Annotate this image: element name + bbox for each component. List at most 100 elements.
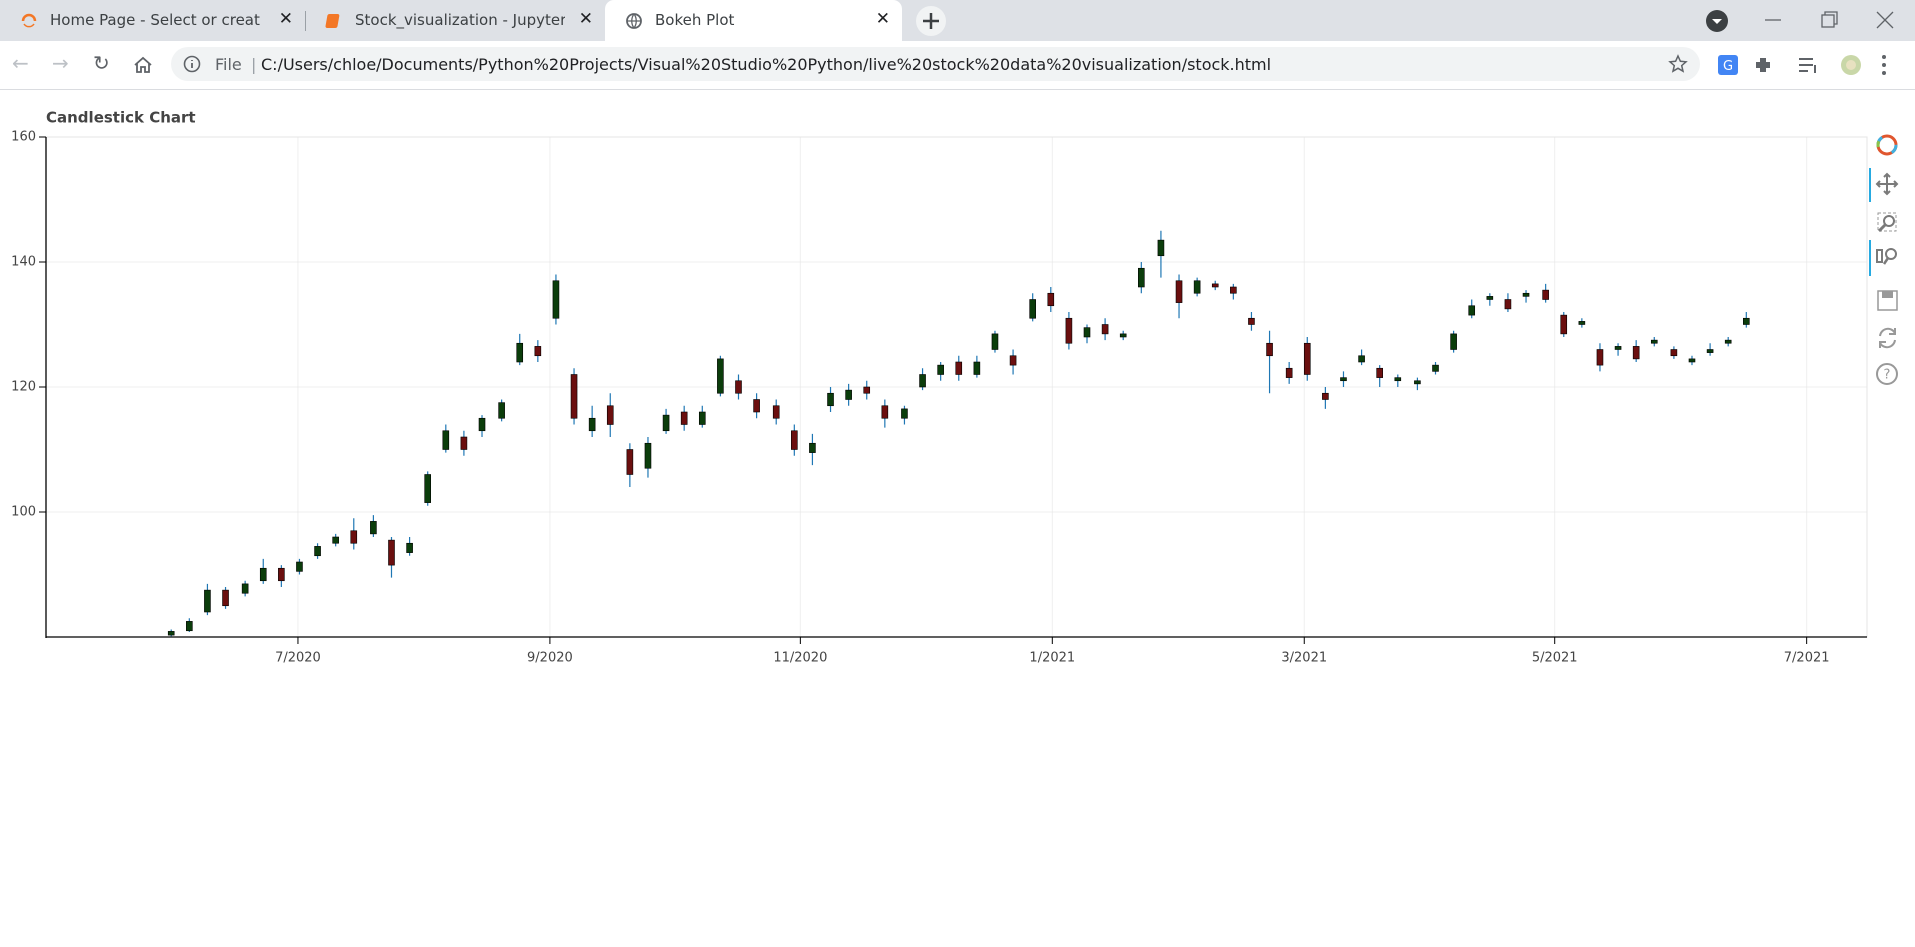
divider: | — [251, 55, 257, 74]
tab-icon — [626, 13, 642, 29]
x-tick-label: 9/2020 — [527, 651, 573, 666]
candle-body — [516, 342, 524, 363]
candle-body — [901, 408, 908, 419]
candle-body — [1578, 321, 1586, 325]
candle-body — [644, 442, 652, 469]
x-tick-label: 7/2021 — [1784, 651, 1830, 666]
reload-button[interactable]: ↻ — [93, 51, 110, 75]
help-tool[interactable]: ? — [1876, 363, 1898, 385]
tab-icon — [21, 13, 37, 28]
save-tool[interactable] — [1877, 290, 1898, 311]
candle-body — [186, 621, 193, 632]
candle-body — [167, 631, 175, 636]
candle-body — [1248, 317, 1255, 325]
omnibox[interactable]: File | C:/Users/chloe/Documents/Python%2… — [171, 47, 1700, 81]
candle-body — [278, 567, 285, 582]
candle-body — [1047, 292, 1055, 307]
candle-body — [332, 536, 339, 544]
candle-body — [552, 280, 560, 319]
candle-body — [881, 405, 889, 419]
tab[interactable]: Stock_visualization - Jupyter Not ✕ — [305, 0, 605, 41]
tab-close[interactable]: ✕ — [278, 9, 293, 29]
candle-body — [1632, 346, 1640, 360]
candle-body — [1175, 280, 1183, 303]
toolbar: ? — [1869, 134, 1899, 385]
box-zoom-tool[interactable] — [1877, 212, 1897, 233]
tab-close[interactable]: ✕ — [578, 9, 593, 29]
candle-body — [772, 405, 780, 419]
candle-body — [1303, 342, 1311, 375]
candle-body — [1486, 296, 1494, 300]
candle-body — [570, 374, 578, 419]
candle-body — [1119, 333, 1127, 338]
tab-search-button[interactable] — [1705, 9, 1729, 33]
candle-body — [827, 392, 834, 407]
candle-body — [1394, 377, 1402, 382]
candle-body — [1230, 286, 1237, 294]
candle-body — [1522, 292, 1530, 297]
candle-body — [222, 589, 229, 607]
back-button[interactable]: ← — [12, 51, 29, 75]
tab-active[interactable]: Bokeh Plot ✕ — [605, 0, 902, 41]
candle-body — [1670, 349, 1678, 357]
candle-body — [606, 405, 614, 425]
y-tick-label: 140 — [11, 255, 36, 270]
candle-body — [1414, 380, 1421, 385]
site-info-icon[interactable] — [183, 55, 201, 73]
candle-body — [588, 417, 596, 432]
candle-body — [1560, 314, 1568, 335]
candle-body — [1358, 355, 1365, 363]
x-tick-label: 11/2020 — [773, 651, 827, 666]
candle-body — [1340, 377, 1347, 382]
scheme-label: File — [215, 55, 242, 74]
candle-body — [204, 589, 211, 613]
help-glyph: ? — [1884, 368, 1891, 383]
tab-icon — [325, 14, 340, 28]
forward-button[interactable]: → — [52, 51, 69, 75]
wheel-zoom-tool[interactable] — [1869, 240, 1897, 276]
candle-body — [680, 411, 688, 425]
candle-body — [1432, 364, 1439, 372]
candle-body — [1650, 339, 1658, 344]
chart: Candlestick Chart ? 100 120 140 160 7/2020 9/… — [11, 109, 1899, 666]
home-button[interactable] — [132, 55, 154, 75]
x-tick-label: 7/2020 — [275, 651, 321, 666]
candle-body — [1542, 289, 1549, 300]
tab[interactable]: Home Page - Select or create a n ✕ — [0, 0, 305, 41]
candle-body — [1504, 299, 1512, 310]
window-controls[interactable] — [1763, 10, 1913, 32]
candle-body — [406, 542, 413, 553]
candle-body — [1688, 358, 1696, 363]
candle-body — [1211, 283, 1219, 288]
candle-body — [717, 358, 724, 394]
candle-body — [1009, 355, 1017, 366]
candle-body — [735, 380, 742, 394]
candle-body — [955, 361, 963, 375]
tab-close[interactable]: ✕ — [875, 9, 890, 29]
new-tab-button[interactable] — [915, 5, 947, 37]
bokeh-logo[interactable] — [1876, 134, 1898, 156]
candle-body — [259, 567, 267, 582]
candle-body — [1029, 299, 1036, 319]
reset-tool[interactable] — [1879, 327, 1896, 349]
candle-body — [350, 530, 358, 544]
tab-title: Stock_visualization - Jupyter Not — [355, 11, 565, 29]
pan-tool[interactable] — [1869, 168, 1899, 202]
y-tick-label: 160 — [11, 130, 36, 145]
url-text: C:/Users/chloe/Documents/Python%20Projec… — [261, 55, 1272, 74]
candle-body — [662, 414, 670, 432]
candle-body — [296, 561, 303, 572]
y-tick-label: 120 — [11, 380, 36, 395]
candle-body — [1724, 339, 1732, 344]
candle-body — [1706, 349, 1714, 353]
x-tick-label: 3/2021 — [1281, 651, 1327, 666]
candle-body — [1614, 346, 1622, 350]
tab-title: Home Page - Select or create a n — [50, 11, 260, 29]
bookmark-star[interactable] — [1668, 54, 1688, 74]
extension-icons[interactable]: G — [1716, 52, 1906, 78]
candle-body — [534, 346, 542, 357]
candle-body — [991, 333, 999, 350]
candle-body — [1376, 367, 1383, 378]
